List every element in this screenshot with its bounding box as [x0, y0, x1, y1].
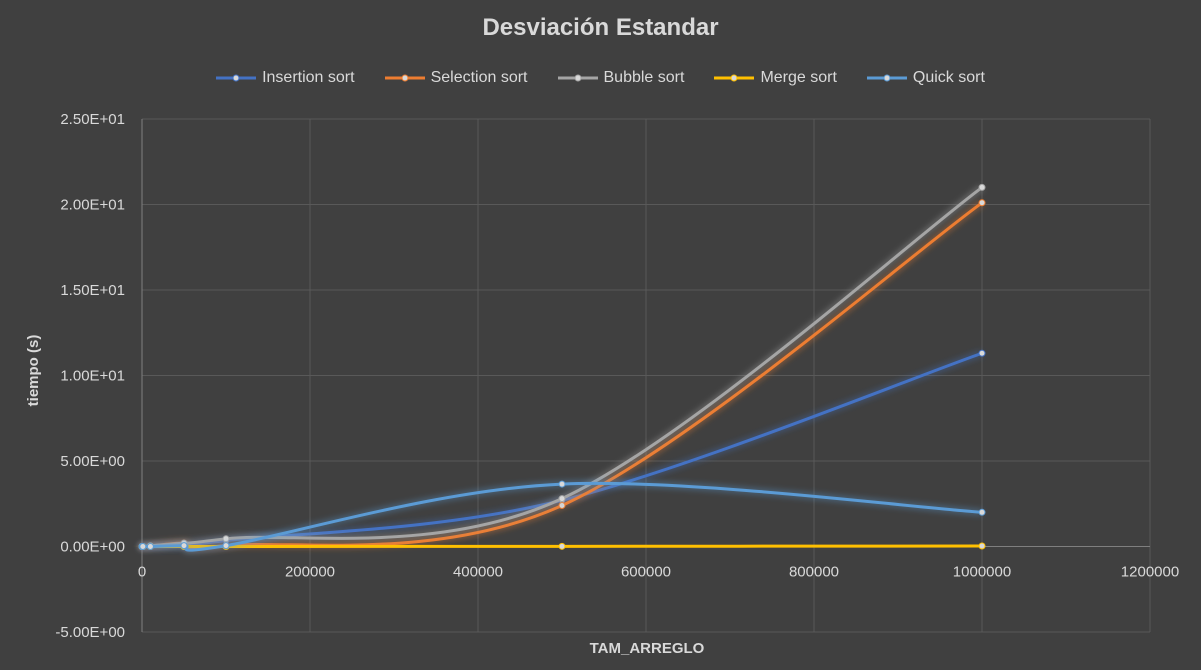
legend-label: Insertion sort — [262, 69, 355, 86]
y-tick-label: 0.00E+00 — [60, 539, 125, 556]
x-axis-title: TAM_ARREGLO — [590, 640, 705, 657]
legend-label: Selection sort — [430, 69, 528, 86]
y-tick-label: -5.00E+00 — [55, 624, 125, 641]
series-glow — [138, 184, 985, 551]
y-tick-label: 1.50E+01 — [60, 282, 125, 299]
y-axis-title: tiempo (s) — [25, 335, 42, 407]
x-tick-label: 600000 — [621, 564, 671, 581]
data-point — [978, 349, 986, 357]
legend-swatch — [557, 74, 598, 82]
legend-item: Quick sort — [866, 68, 985, 88]
legend-item: Insertion sort — [216, 68, 355, 88]
data-point — [180, 542, 188, 550]
legend-label: Quick sort — [912, 69, 985, 86]
data-point — [978, 508, 986, 516]
y-tick-label: 1.00E+01 — [60, 368, 125, 385]
data-point — [558, 480, 566, 488]
legend-swatch — [216, 74, 257, 82]
x-tick-label: 800000 — [789, 564, 839, 581]
data-point — [558, 542, 566, 550]
legend-swatch — [714, 74, 755, 82]
series-line — [140, 351, 984, 549]
series-glow — [138, 349, 984, 551]
chart-legend: Insertion sort Selection sort Bubble sort M… — [0, 68, 1201, 88]
data-point — [978, 199, 986, 207]
legend-swatch — [384, 74, 425, 82]
x-tick-label: 400000 — [453, 564, 503, 581]
series-line — [140, 185, 984, 549]
x-tick-label: 200000 — [285, 564, 335, 581]
y-tick-label: 2.50E+01 — [60, 111, 125, 128]
chart-title: Desviación Estandar — [482, 14, 719, 41]
data-point — [222, 542, 230, 550]
legend-label: Bubble sort — [603, 69, 685, 86]
legend-swatch — [866, 74, 907, 82]
data-point — [146, 543, 154, 550]
data-point — [978, 542, 986, 550]
y-tick-label: 5.00E+00 — [60, 453, 125, 470]
legend-label: Merge sort — [760, 69, 837, 86]
data-point — [222, 535, 230, 543]
legend-item: Merge sort — [714, 68, 837, 88]
x-tick-label: 0 — [138, 564, 146, 581]
data-point — [139, 543, 147, 550]
y-tick-label: 2.00E+01 — [60, 197, 125, 214]
x-tick-label: 1200000 — [1121, 564, 1179, 581]
legend-item: Selection sort — [384, 68, 528, 88]
data-point — [558, 495, 566, 503]
x-tick-label: 1000000 — [953, 564, 1011, 581]
legend-item: Bubble sort — [557, 68, 685, 88]
series-glow — [138, 479, 983, 554]
data-point — [978, 183, 986, 191]
